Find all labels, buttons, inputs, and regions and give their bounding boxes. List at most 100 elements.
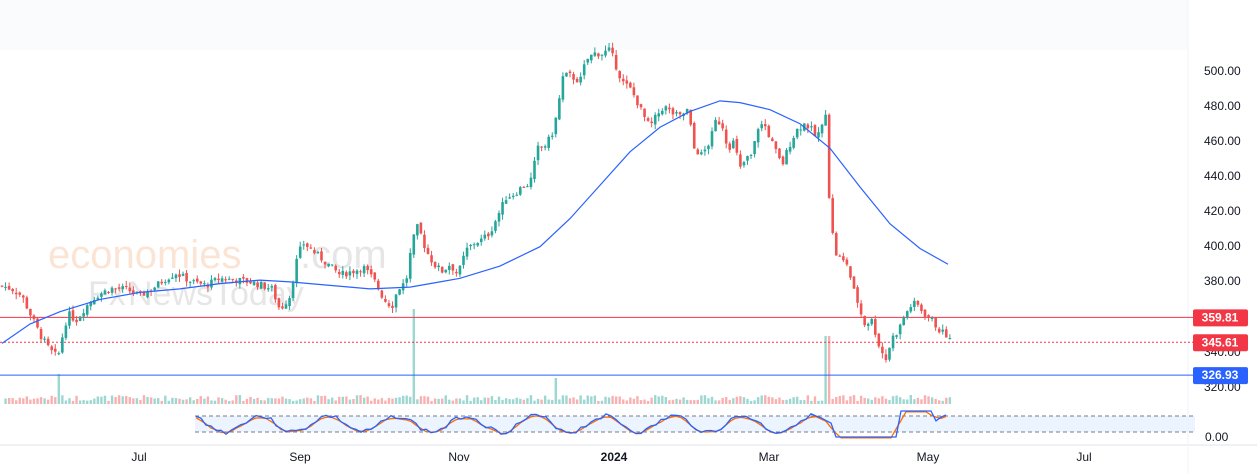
volume-bar xyxy=(409,396,412,404)
candle-body xyxy=(476,243,479,246)
candle-body xyxy=(884,354,888,361)
candle-body xyxy=(629,82,632,88)
volume-bar xyxy=(551,399,554,404)
volume-bar xyxy=(494,399,497,404)
volume-bar xyxy=(302,398,305,404)
candle-body xyxy=(749,154,753,156)
candle-body xyxy=(710,131,714,147)
volume-bar xyxy=(874,397,877,404)
candle-body xyxy=(611,47,614,54)
candle-body xyxy=(96,297,100,301)
candle-body xyxy=(888,347,891,360)
candle-body xyxy=(753,141,756,155)
candle-body xyxy=(206,284,210,288)
volume-bar xyxy=(345,396,348,404)
volume-bar xyxy=(181,399,185,404)
volume-bar xyxy=(455,398,458,404)
candle-body xyxy=(245,278,249,283)
x-tick-label: Mar xyxy=(759,450,780,464)
volume-bar xyxy=(139,399,142,404)
volume-bar xyxy=(543,395,547,404)
candle-body xyxy=(156,281,160,288)
volume-bar xyxy=(618,396,621,404)
volume-bar xyxy=(142,395,146,404)
volume-bar xyxy=(831,398,834,404)
volume-bar xyxy=(370,400,373,404)
candle-body xyxy=(664,106,668,111)
volume-bar xyxy=(39,397,43,404)
x-tick-label: 2024 xyxy=(601,450,628,464)
volume-bar xyxy=(827,336,831,404)
candle-body xyxy=(391,305,394,308)
candle-body xyxy=(625,80,629,84)
volume-bar xyxy=(174,398,178,404)
volume-bar xyxy=(316,395,320,404)
volume-bar xyxy=(252,399,256,404)
candle-body xyxy=(639,104,643,108)
volume-bar xyxy=(781,400,785,404)
candle-body xyxy=(416,224,419,236)
volume-bar xyxy=(487,397,490,404)
volume-bar xyxy=(384,400,387,404)
volume-bar xyxy=(835,396,838,404)
volume-bar xyxy=(394,397,398,404)
candle-body xyxy=(497,212,501,222)
volume-bar xyxy=(842,395,845,404)
candle-body xyxy=(533,160,536,180)
candle-body xyxy=(788,146,792,152)
volume-bar xyxy=(231,400,234,404)
volume-bar xyxy=(458,398,462,404)
candle-body xyxy=(298,246,302,258)
volume-bar xyxy=(125,396,128,404)
volume-bar xyxy=(270,398,273,404)
candle-body xyxy=(210,279,213,288)
candle-body xyxy=(923,309,927,317)
candle-body xyxy=(423,234,426,249)
volume-bar xyxy=(412,309,415,404)
candle-body xyxy=(153,287,156,291)
volume-bar xyxy=(636,396,639,404)
candle-body xyxy=(515,194,519,196)
volume-bar xyxy=(476,397,479,404)
candle-body xyxy=(511,195,515,197)
volume-bar xyxy=(267,397,270,404)
volume-bar xyxy=(472,397,476,404)
volume-bar xyxy=(898,397,902,404)
volume-bar xyxy=(355,395,359,404)
volume-bar xyxy=(405,395,408,404)
candle-body xyxy=(217,278,220,281)
candle-body xyxy=(831,198,834,233)
volume-bar xyxy=(891,396,895,404)
volume-bar xyxy=(700,395,703,404)
candle-body xyxy=(522,186,526,188)
candle-body xyxy=(252,281,256,286)
volume-bar xyxy=(100,396,103,404)
volume-bar xyxy=(103,395,107,404)
volume-bar xyxy=(448,399,451,404)
volume-bar xyxy=(483,397,486,404)
volume-bar xyxy=(277,398,281,404)
volume-bar xyxy=(785,399,788,404)
volume-bar xyxy=(682,397,685,404)
y-tick-label: 400.00 xyxy=(1204,239,1241,253)
price-level-labels: 359.81 345.61 326.93 xyxy=(1193,309,1248,385)
candle-body xyxy=(891,335,895,349)
volume-bar xyxy=(583,399,586,404)
candle-body xyxy=(895,335,898,337)
candle-body xyxy=(728,143,732,150)
volume-bar xyxy=(210,400,213,404)
candle-body xyxy=(724,129,728,144)
volume-bar xyxy=(913,399,916,404)
candle-body xyxy=(139,291,142,293)
volume-bar xyxy=(68,398,71,404)
volume-bar xyxy=(188,397,192,404)
candle-body xyxy=(767,125,771,138)
volume-bar xyxy=(217,397,220,404)
volume-bar xyxy=(742,397,746,404)
candle-body xyxy=(842,256,845,261)
candle-body xyxy=(302,244,306,246)
volume-bar xyxy=(185,399,188,404)
volume-bar xyxy=(15,400,18,404)
volume-bar xyxy=(923,395,927,404)
volume-bar xyxy=(224,399,227,404)
